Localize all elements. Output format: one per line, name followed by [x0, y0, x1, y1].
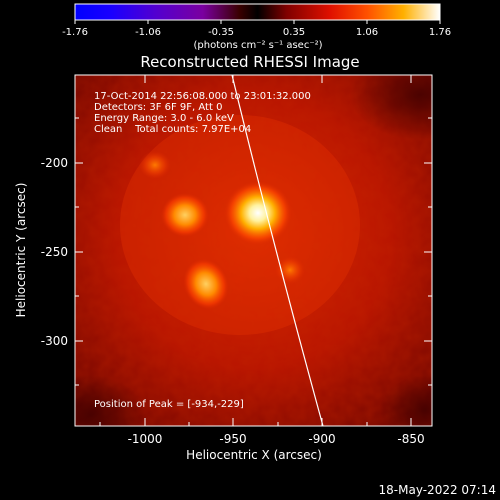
- x-tick-label: -950: [219, 432, 246, 446]
- colorbar-tick-label: 1.76: [429, 27, 451, 38]
- colorbar-unit-label: (photons cm⁻² s⁻¹ asec⁻²): [193, 40, 322, 51]
- y-tick-label: -200: [41, 156, 68, 170]
- plot-title: Reconstructed RHESSI Image: [140, 53, 359, 71]
- flare-source: [183, 258, 229, 310]
- x-axis-label: Heliocentric X (arcsec): [186, 448, 322, 462]
- rhessi-image: [75, 75, 432, 426]
- y-axis-label: Heliocentric Y (arcsec): [14, 183, 28, 318]
- colorbar-tick-label: 0.35: [283, 27, 305, 38]
- info-clean-counts: Clean Total counts: 7.97E+04: [94, 124, 251, 135]
- flare-source-peak: [224, 181, 292, 245]
- colorbar-tick-label: 1.06: [356, 27, 378, 38]
- flare-source: [139, 151, 171, 179]
- info-energy-range: Energy Range: 3.0 - 6.0 keV: [94, 113, 234, 124]
- x-tick-label: -1000: [128, 432, 163, 446]
- solar-limb-line: [231, 75, 324, 426]
- flare-source: [161, 193, 209, 237]
- info-detectors: Detectors: 3F 6F 9F, Att 0: [94, 102, 222, 113]
- colorbar-tick-label: -1.76: [62, 27, 88, 38]
- x-axis-ticks: [99, 75, 412, 426]
- y-tick-label: -250: [41, 245, 68, 259]
- colorbar: -1.76 -1.06 -0.35 0.35 1.06 1.76 (photon…: [62, 3, 451, 51]
- x-tick-label: -850: [397, 432, 424, 446]
- y-axis-ticks: [75, 117, 432, 386]
- flare-source: [275, 256, 305, 284]
- colorbar-tick-label: -1.06: [135, 27, 161, 38]
- x-tick-label: -900: [308, 432, 335, 446]
- colorbar-tick-label: -0.35: [208, 27, 234, 38]
- peak-position-label: Position of Peak = [-934,-229]: [94, 399, 244, 410]
- colorbar-gradient: [74, 3, 441, 21]
- y-tick-label: -300: [41, 334, 68, 348]
- info-time-range: 17-Oct-2014 22:56:08.000 to 23:01:32.000: [94, 91, 311, 102]
- plot-frame: [74, 74, 433, 427]
- colorbar-tick-marks: [74, 20, 441, 24]
- info-annotation: 17-Oct-2014 22:56:08.000 to 23:01:32.000…: [94, 91, 311, 135]
- timestamp: 18-May-2022 07:14: [379, 483, 496, 497]
